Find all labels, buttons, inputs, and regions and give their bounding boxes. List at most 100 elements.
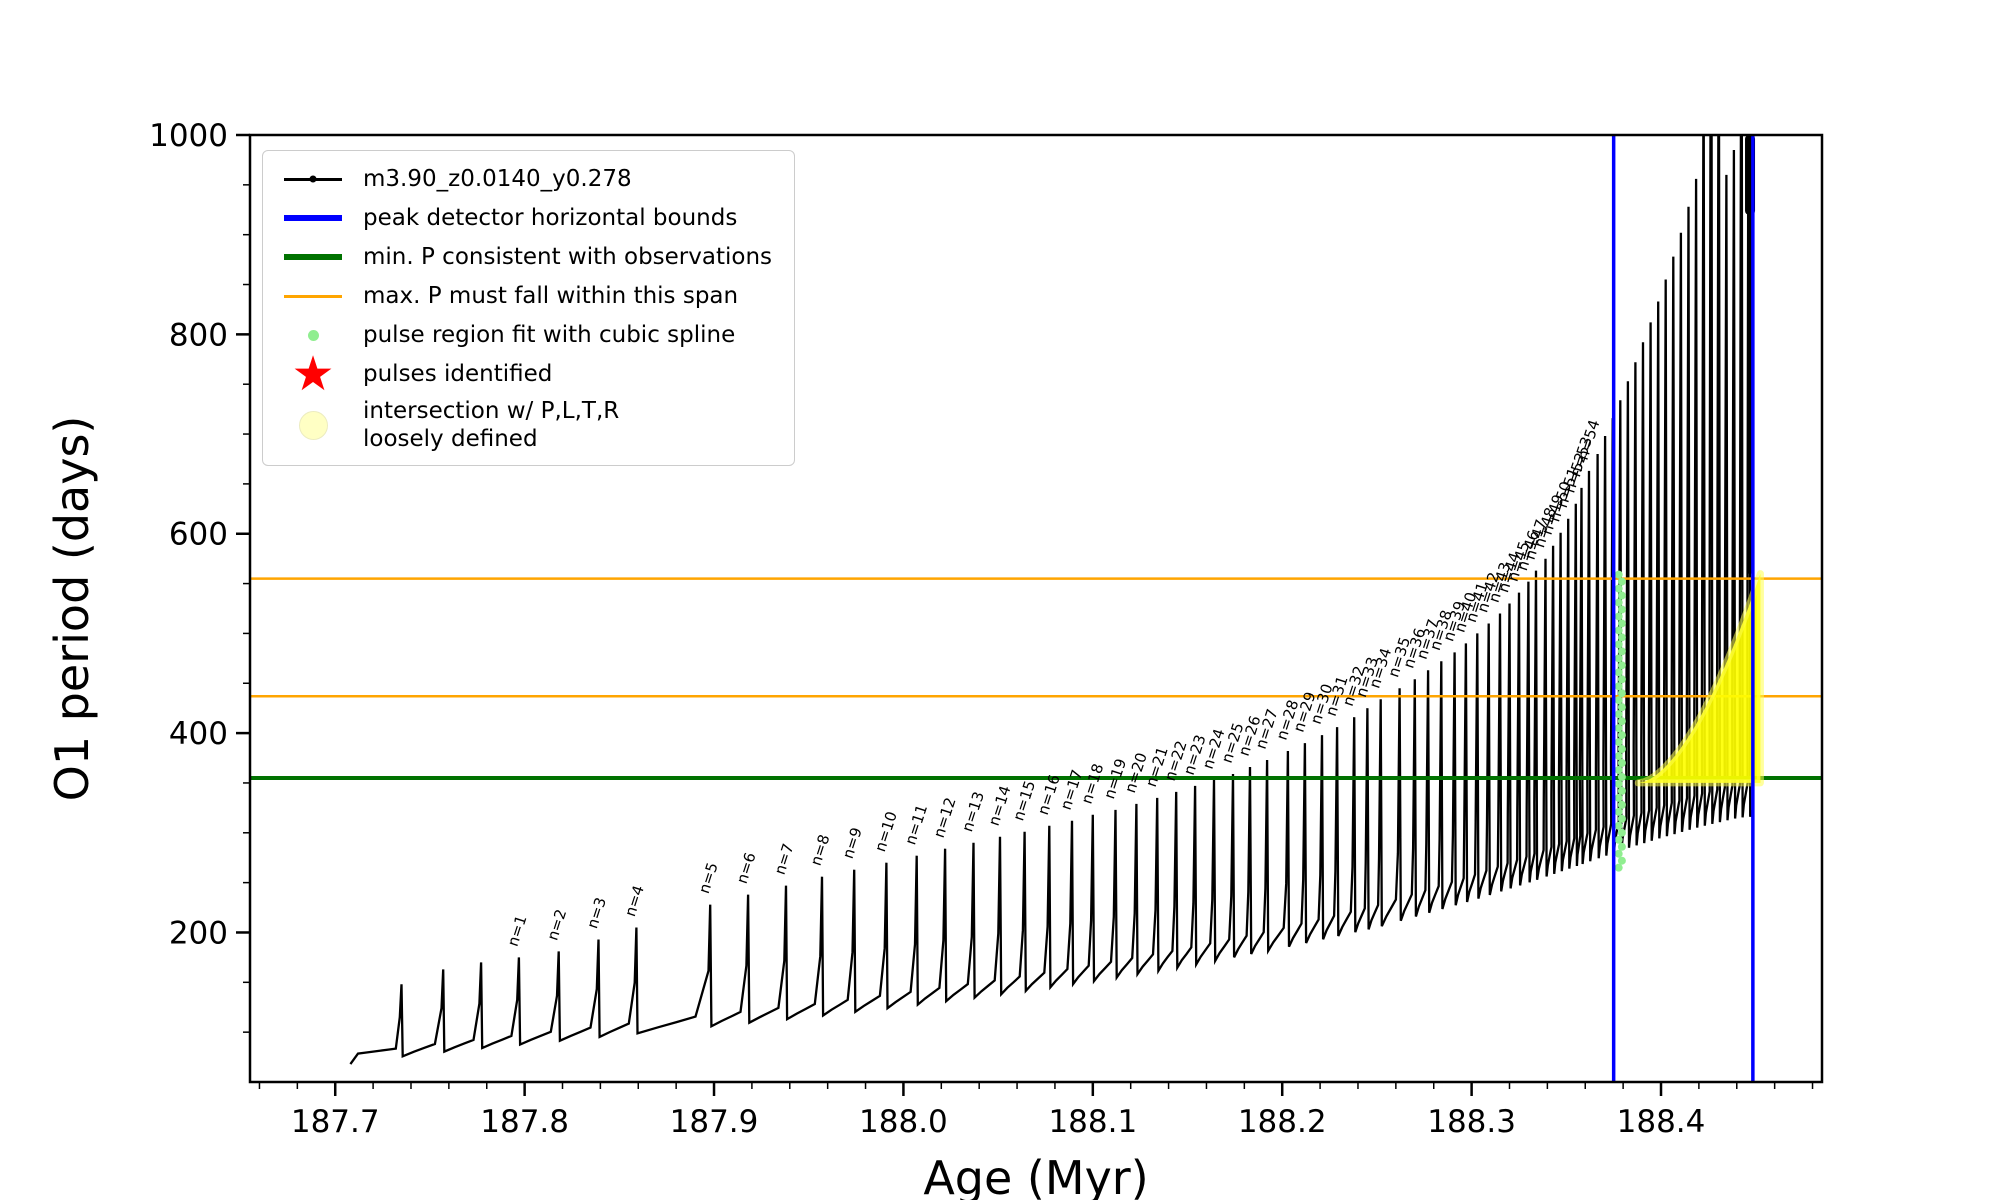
legend-item-0: m3.90_z0.0140_y0.278	[277, 163, 772, 195]
spline-scatter-dot	[1614, 640, 1623, 649]
x-tick-label: 187.9	[670, 1104, 759, 1140]
legend-item-5: ★ pulses identified	[277, 346, 772, 402]
pulse-label: n=6	[733, 850, 760, 886]
spline-scatter-dot	[1617, 745, 1626, 754]
x-tick-label: 188.3	[1427, 1104, 1516, 1140]
spline-scatter-dot	[1614, 738, 1623, 747]
plot-border	[248, 133, 1824, 1084]
spline-scatter-dot	[1614, 765, 1623, 774]
thick-line-icon	[277, 215, 349, 221]
spline-scatter-dot	[1614, 598, 1623, 607]
spline-scatter-dot	[1617, 605, 1626, 614]
spline-scatter-dot	[1614, 696, 1623, 705]
pulse-label: n=4	[621, 883, 648, 919]
spline-scatter-dot	[1617, 786, 1626, 795]
star-icon: ★	[291, 346, 335, 402]
spline-scatter-dot	[1614, 724, 1623, 733]
legend-label: min. P consistent with observations	[363, 243, 773, 270]
x-tick-label: 188.4	[1617, 1104, 1706, 1140]
y-tick-label: 800	[169, 317, 228, 353]
spline-scatter-dot	[1614, 849, 1623, 858]
spline-scatter-dot	[1617, 759, 1626, 768]
spline-scatter-dot	[1614, 626, 1623, 635]
pulse-label: n=15	[1009, 778, 1039, 823]
legend-label: pulse region fit with cubic spline	[363, 321, 736, 348]
spline-scatter-dot	[1617, 731, 1626, 740]
pulse-label: n=11	[901, 802, 931, 847]
legend-item-4: pulse region fit with cubic spline	[277, 319, 772, 351]
spline-scatter-dot	[1617, 675, 1626, 684]
x-tick-label: 188.0	[859, 1104, 948, 1140]
y-tick-label: 200	[169, 915, 228, 951]
pulse-label: n=9	[839, 825, 866, 861]
spline-scatter-dot	[1614, 584, 1623, 593]
small-dot-icon	[277, 329, 349, 341]
spline-scatter-dot	[1614, 807, 1623, 816]
spline-scatter-dot	[1617, 591, 1626, 600]
pulse-label: n=13	[958, 789, 988, 834]
y-axis-label: O1 period (days)	[45, 416, 99, 802]
x-axis-label: Age (Myr)	[923, 1151, 1148, 1200]
spline-scatter-dot	[1614, 682, 1623, 691]
spline-scatter-dot	[1614, 779, 1623, 788]
spline-scatter-dot	[1617, 661, 1626, 670]
series-line-icon	[277, 175, 349, 183]
y-tick-label: 1000	[149, 118, 228, 154]
spline-scatter-dot	[1617, 772, 1626, 781]
legend-item-1: peak detector horizontal bounds	[277, 202, 772, 234]
spline-scatter-dot	[1614, 793, 1623, 802]
x-tick-label: 187.8	[480, 1104, 569, 1140]
series-curve	[349, 135, 1754, 1065]
spline-scatter-dot	[1614, 821, 1623, 830]
pulse-label: n=7	[771, 841, 798, 877]
spline-scatter-dot	[1614, 752, 1623, 761]
spline-scatter-dot	[1614, 710, 1623, 719]
pulse-label: n=54	[1574, 417, 1604, 462]
spline-scatter-dot	[1617, 619, 1626, 628]
y-tick-label: 600	[169, 517, 228, 553]
spline-scatter-dot	[1617, 717, 1626, 726]
pulse-label: n=3	[583, 895, 610, 931]
spline-scatter-dot	[1617, 633, 1626, 642]
legend-item-6: intersection w/ P,L,T,R loosely defined	[277, 397, 772, 453]
thick-line-icon	[277, 254, 349, 260]
pulse-label: n=8	[807, 832, 834, 868]
spline-scatter-dot	[1614, 863, 1623, 872]
legend-label: intersection w/ P,L,T,R loosely defined	[363, 398, 620, 453]
intersection-region	[1634, 570, 1764, 787]
spline-scatter-dot	[1614, 668, 1623, 677]
legend-item-3: max. P must fall within this span	[277, 280, 772, 312]
pulse-label: n=2	[543, 907, 570, 943]
legend-item-2: min. P consistent with observations	[277, 241, 772, 273]
spline-scatter-dot	[1617, 856, 1626, 865]
legend-label: max. P must fall within this span	[363, 282, 739, 309]
spline-scatter-dot	[1614, 612, 1623, 621]
pulse-label: n=14	[985, 783, 1015, 828]
spline-scatter-dot	[1617, 842, 1626, 851]
spline-scatter-dot	[1617, 703, 1626, 712]
spline-scatter-dot	[1617, 577, 1626, 586]
spline-scatter-dot	[1614, 835, 1623, 844]
spline-scatter-dot	[1617, 800, 1626, 809]
large-dot-icon	[277, 410, 349, 440]
line-icon	[277, 294, 349, 298]
legend-label: peak detector horizontal bounds	[363, 204, 738, 231]
legend-label: pulses identified	[363, 360, 553, 387]
pulse-label: n=18	[1078, 761, 1108, 806]
pulse-label: n=12	[930, 795, 960, 840]
x-tick-label: 188.1	[1048, 1104, 1137, 1140]
y-tick-label: 400	[169, 716, 228, 752]
spline-scatter-dot	[1617, 647, 1626, 656]
pulse-label: n=10	[871, 809, 901, 854]
spline-scatter-dot	[1614, 654, 1623, 663]
pulse-label: n=1	[504, 913, 531, 949]
spline-scatter-dot	[1617, 689, 1626, 698]
pulse-label: n=5	[695, 860, 722, 896]
legend-label: m3.90_z0.0140_y0.278	[363, 165, 632, 192]
spline-scatter-dot	[1617, 814, 1626, 823]
x-tick-label: 188.2	[1238, 1104, 1327, 1140]
spline-scatter-dot	[1614, 570, 1623, 579]
